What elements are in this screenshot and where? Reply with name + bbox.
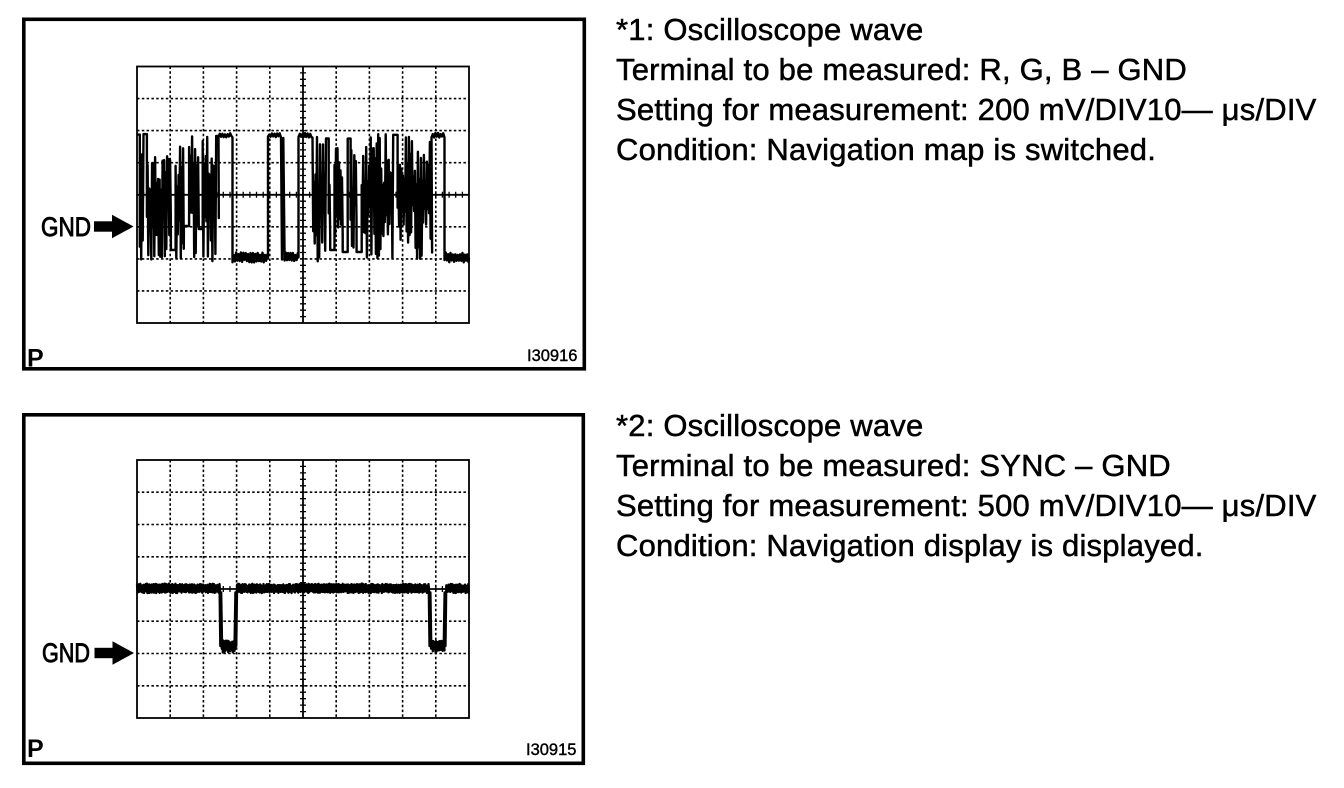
svg-text:I30915: I30915	[526, 741, 576, 759]
svg-text:GND: GND	[41, 212, 91, 242]
svg-text:P: P	[27, 345, 44, 373]
svg-text:GND: GND	[42, 638, 90, 668]
svg-text:I30916: I30916	[527, 347, 577, 365]
svg-text:P: P	[27, 735, 44, 763]
